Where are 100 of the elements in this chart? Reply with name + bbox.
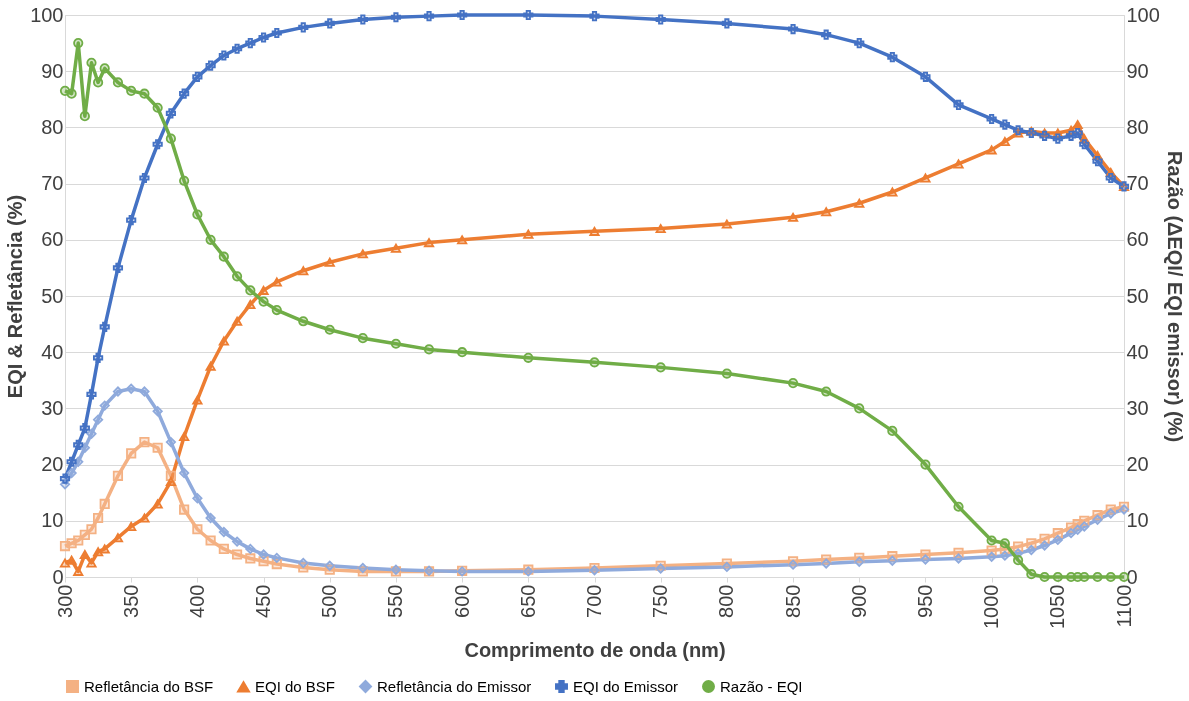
point <box>655 14 666 25</box>
x-tick-label: 1050 <box>1046 584 1069 629</box>
y-tick-label: 50 <box>41 284 64 307</box>
point <box>205 535 216 546</box>
point <box>999 550 1010 561</box>
point <box>179 504 190 515</box>
point <box>523 9 534 21</box>
x-tick-label: 800 <box>715 584 738 618</box>
point <box>126 215 137 226</box>
point <box>112 470 124 481</box>
point <box>112 262 124 273</box>
point <box>205 60 216 71</box>
point <box>887 52 898 63</box>
point <box>152 139 163 150</box>
point <box>79 442 90 453</box>
point <box>1052 534 1063 545</box>
point <box>298 22 309 33</box>
point <box>1105 508 1116 519</box>
point <box>854 556 865 567</box>
point <box>258 296 269 307</box>
y-axis-title: EQI & Refletância (%) <box>4 194 27 399</box>
x-tick-label: 600 <box>450 584 473 618</box>
y2-tick-label: 90 <box>1126 59 1149 82</box>
point <box>854 38 865 49</box>
legend-label: EQI do Emissor <box>573 677 679 695</box>
point <box>999 119 1010 130</box>
point <box>721 219 732 229</box>
point <box>1105 571 1116 583</box>
point <box>1092 571 1103 583</box>
point <box>271 27 282 39</box>
point <box>112 533 124 543</box>
point <box>324 257 335 267</box>
point <box>218 543 229 554</box>
point <box>93 547 104 557</box>
point <box>821 558 832 569</box>
point <box>179 88 190 99</box>
point <box>271 552 282 563</box>
point <box>73 38 84 49</box>
point <box>232 316 243 326</box>
point <box>112 77 124 88</box>
x-tick-label: 1100 <box>1112 584 1135 628</box>
point <box>192 524 203 535</box>
point <box>1013 555 1024 566</box>
y-tick-label: 40 <box>41 340 64 363</box>
point <box>232 43 243 54</box>
point <box>721 368 732 379</box>
point <box>99 321 110 332</box>
point <box>245 38 256 49</box>
point <box>93 77 104 88</box>
point <box>139 386 150 397</box>
point <box>854 403 865 414</box>
y2-tick-label: 60 <box>1126 228 1149 251</box>
point <box>165 133 176 144</box>
point <box>271 277 282 287</box>
point <box>126 448 137 459</box>
point <box>205 512 216 524</box>
point <box>152 442 163 453</box>
x-tick-label: 550 <box>384 584 407 618</box>
point <box>953 159 964 169</box>
point <box>126 521 137 531</box>
point <box>854 198 865 208</box>
point <box>99 400 110 411</box>
point <box>192 71 203 82</box>
y-tick-label: 60 <box>41 228 64 251</box>
point <box>423 344 435 355</box>
point <box>93 414 104 425</box>
point <box>218 251 229 262</box>
y-tick-label: 100 <box>30 3 64 26</box>
point <box>73 535 84 546</box>
point <box>1026 544 1037 556</box>
point <box>79 111 90 122</box>
point <box>165 476 176 486</box>
x-tick-label: 450 <box>252 584 275 618</box>
point <box>986 535 997 546</box>
point <box>126 383 137 394</box>
x-tick-label: 1000 <box>980 584 1003 629</box>
point <box>1105 172 1116 184</box>
point <box>357 562 368 574</box>
point <box>152 499 163 509</box>
point <box>821 386 832 397</box>
point <box>86 524 97 535</box>
y2-tick-label: 80 <box>1126 115 1149 138</box>
point <box>232 271 243 282</box>
point <box>1065 528 1077 539</box>
point <box>245 299 256 309</box>
point <box>357 14 368 25</box>
point <box>79 422 90 434</box>
point <box>99 498 110 510</box>
point <box>93 352 104 363</box>
point <box>271 304 282 316</box>
point <box>999 538 1010 549</box>
x-tick-label: 750 <box>649 584 672 618</box>
point <box>1052 133 1063 144</box>
point <box>218 336 229 346</box>
x-tick-label: 400 <box>185 584 208 618</box>
point <box>99 63 110 74</box>
point <box>139 513 150 523</box>
point <box>152 406 163 417</box>
point <box>1052 571 1063 583</box>
point <box>165 108 176 119</box>
